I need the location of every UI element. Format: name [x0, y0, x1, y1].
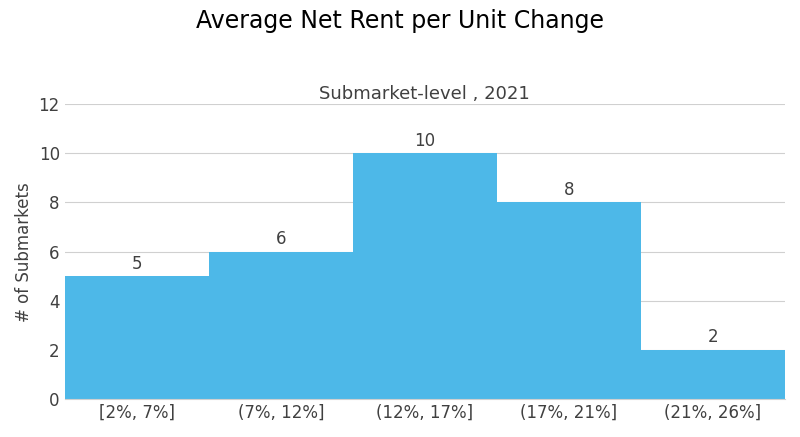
Title: Submarket-level , 2021: Submarket-level , 2021	[319, 85, 530, 103]
Text: 6: 6	[275, 230, 286, 248]
Text: 2: 2	[708, 328, 718, 346]
Bar	[65, 276, 209, 399]
Bar	[353, 153, 497, 399]
Text: 5: 5	[131, 254, 142, 273]
Text: 10: 10	[414, 132, 435, 149]
Bar	[209, 252, 353, 399]
Bar	[497, 202, 641, 399]
Text: 8: 8	[564, 181, 574, 199]
Bar	[641, 350, 785, 399]
Text: Average Net Rent per Unit Change: Average Net Rent per Unit Change	[196, 9, 604, 33]
Y-axis label: # of Submarkets: # of Submarkets	[15, 182, 33, 322]
